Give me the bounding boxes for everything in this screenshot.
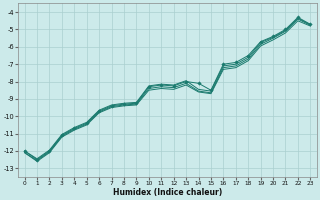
X-axis label: Humidex (Indice chaleur): Humidex (Indice chaleur) <box>113 188 222 197</box>
